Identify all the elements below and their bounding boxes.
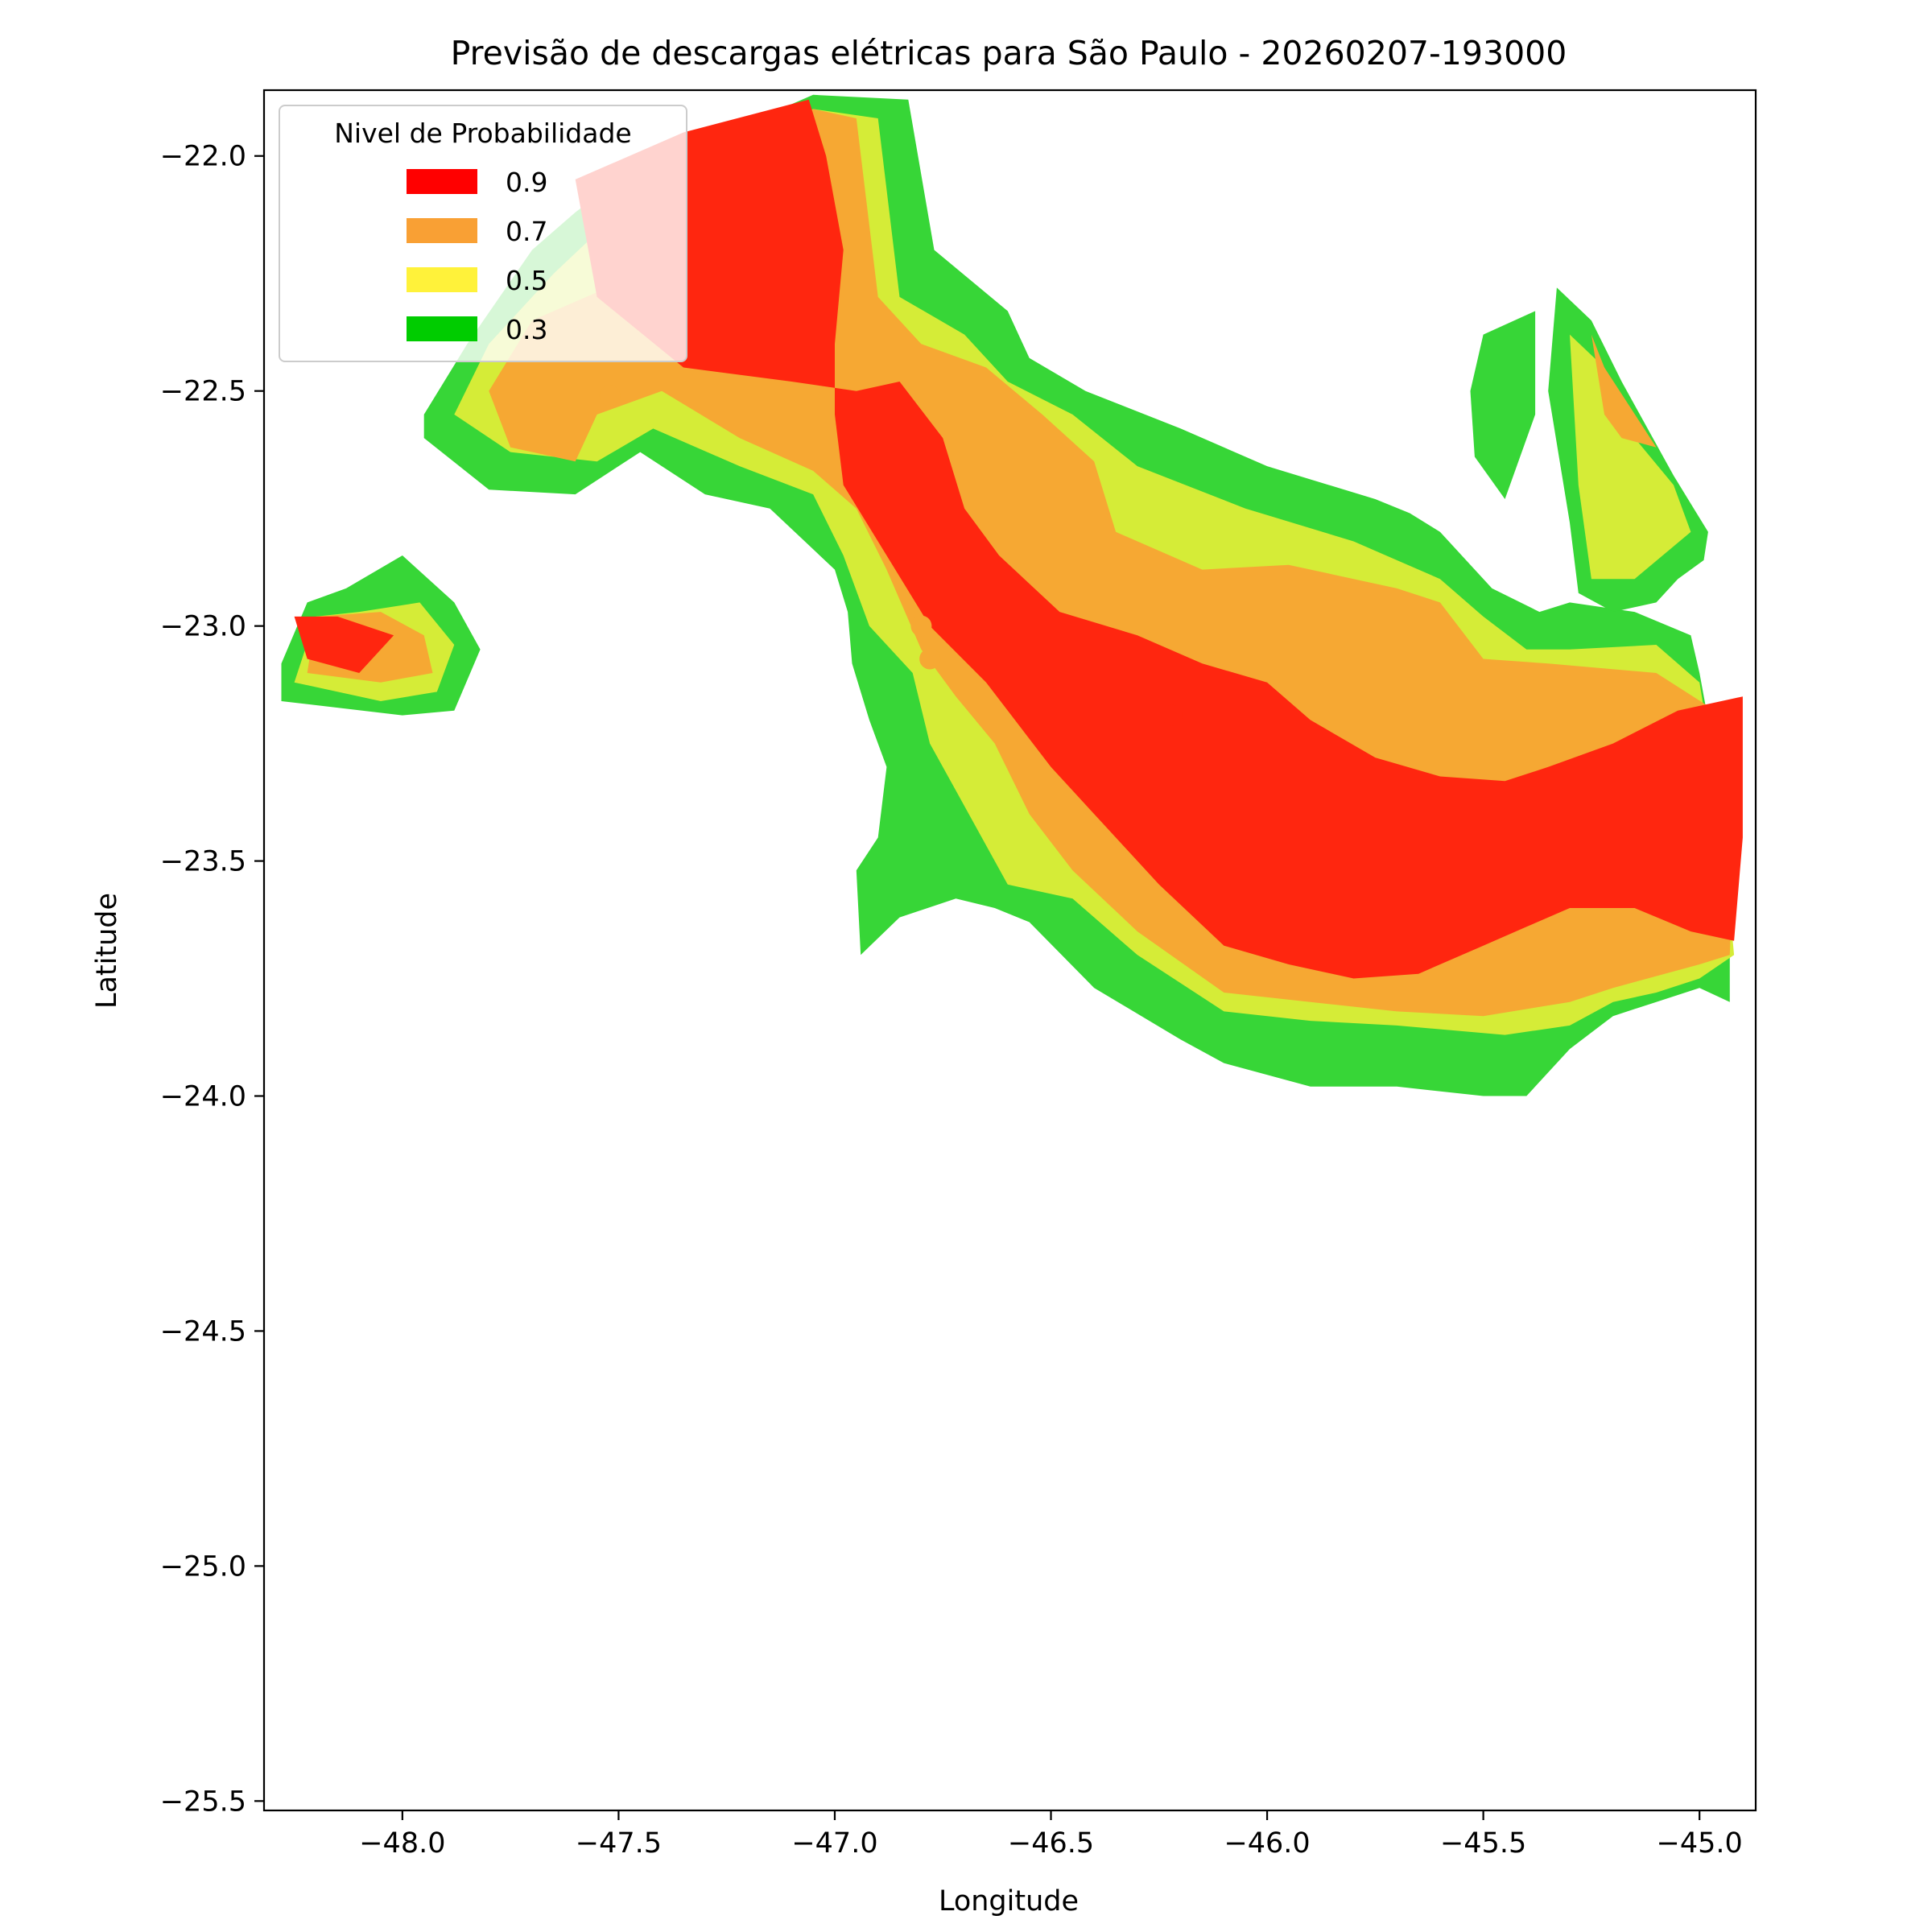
y-tick-label: −25.5: [160, 1785, 246, 1818]
y-axis-label: Latitude: [91, 893, 123, 1009]
x-tick-label: −46.0: [1224, 1827, 1310, 1860]
legend-label: 0.3: [506, 314, 547, 345]
region-09-0: [575, 99, 1743, 979]
x-tick-label: −45.5: [1440, 1827, 1526, 1860]
legend-label: 0.9: [506, 167, 547, 198]
probability-regions: [281, 94, 1743, 1096]
legend-swatch: [407, 267, 477, 292]
x-tick-label: −46.5: [1008, 1827, 1094, 1860]
legend-title: Nivel de Probabilidade: [334, 118, 631, 149]
region-09-1: [294, 616, 394, 673]
point-marker-0: [599, 385, 621, 407]
region-05-2: [1570, 334, 1691, 580]
y-axis: −22.0 −22.5 −23.0 −23.5 −24.0 −24.5 −25.0 −25.5: [160, 141, 264, 1818]
plot-frame: [262, 89, 1757, 1812]
legend-swatch: [407, 169, 477, 194]
y-tick-label: −24.0: [160, 1081, 246, 1113]
x-axis: −48.0 −47.5 −47.0 −46.5 −46.0 −45.5 −45.0: [359, 1810, 1743, 1860]
point-marker-1: [910, 615, 932, 637]
legend-swatch: [407, 316, 477, 341]
y-tick-label: −22.0: [160, 141, 246, 173]
y-tick-label: −25.0: [160, 1550, 246, 1583]
legend-label: 0.7: [506, 216, 547, 247]
region-03-2: [1470, 311, 1536, 499]
probability-points: [599, 385, 1183, 726]
region-07-2: [1591, 334, 1657, 448]
point-marker-3: [1161, 704, 1183, 726]
point-marker-2: [919, 648, 941, 670]
legend-label: 0.5: [506, 265, 547, 296]
x-tick-label: −45.0: [1657, 1827, 1743, 1860]
x-tick-label: −47.5: [576, 1827, 662, 1860]
y-tick-label: −22.5: [160, 376, 246, 408]
x-tick-label: −48.0: [359, 1827, 445, 1860]
y-tick-label: −24.5: [160, 1315, 246, 1348]
legend: Nivel de Probabilidade 0.9 0.7 0.5 0.3: [279, 105, 687, 362]
legend-frame: [279, 105, 687, 362]
x-tick-label: −47.0: [791, 1827, 877, 1860]
legend-swatch: [407, 218, 477, 243]
x-axis-label: Longitude: [939, 1885, 1079, 1918]
chart-title: Previsão de descargas elétricas para São…: [451, 34, 1567, 72]
y-tick-label: −23.0: [160, 611, 246, 643]
y-tick-label: −23.5: [160, 846, 246, 878]
